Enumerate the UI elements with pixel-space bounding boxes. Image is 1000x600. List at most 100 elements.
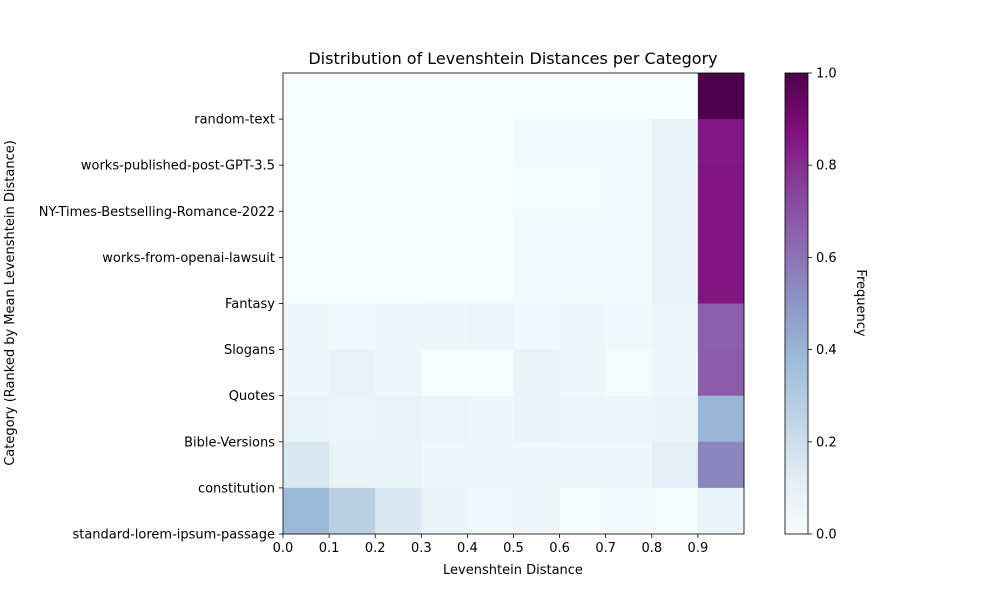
- heatmap-cell: [559, 441, 607, 489]
- heatmap-cell: [697, 487, 745, 535]
- heatmap-cell: [559, 73, 607, 120]
- heatmap-cells: [283, 73, 745, 535]
- plot-frame: [282, 72, 745, 535]
- heatmap-cell: [559, 303, 607, 350]
- heatmap-cell: [329, 487, 376, 535]
- heatmap-cell: [421, 165, 468, 212]
- heatmap-cell: [329, 441, 376, 489]
- heatmap-cell: [651, 211, 699, 258]
- heatmap-cell: [283, 303, 330, 350]
- heatmap-cell: [283, 73, 330, 120]
- heatmap-cell: [605, 303, 653, 350]
- heatmap-cell: [421, 303, 468, 350]
- colorbar-tick-label: 1.0: [816, 67, 837, 82]
- heatmap-cell: [467, 395, 514, 443]
- heatmap-cell: [283, 165, 330, 212]
- colorbar: [784, 72, 809, 535]
- y-tick-label: random-text: [194, 113, 275, 128]
- x-tick-label: 0.6: [549, 541, 570, 556]
- x-axis-label: Levenshtein Distance: [443, 563, 583, 578]
- heatmap-cell: [513, 73, 560, 120]
- heatmap-cell: [421, 349, 468, 397]
- heatmap-cell: [605, 487, 653, 535]
- heatmap-cell: [697, 257, 745, 304]
- y-tick-label: standard-lorem-ipsum-passage: [72, 528, 275, 543]
- heatmap-cell: [421, 211, 468, 258]
- heatmap-cell: [513, 395, 560, 443]
- heatmap-cell: [513, 349, 560, 397]
- heatmap-cell: [605, 441, 653, 489]
- heatmap-cell: [329, 395, 376, 443]
- x-axis-ticks: 0.0 0.1 0.2 0.3 0.4 0.5 0.6 0.7 0.8 0.9: [273, 534, 709, 556]
- colorbar-label: Frequency: [853, 269, 868, 336]
- colorbar-tick-label: 0.6: [816, 251, 837, 266]
- heatmap-cell: [421, 395, 468, 443]
- heatmap-cell: [375, 73, 422, 120]
- heatmap-cell: [605, 211, 653, 258]
- heatmap-cell: [605, 257, 653, 304]
- x-tick-label: 0.3: [411, 541, 432, 556]
- y-tick-label: works-from-openai-lawsuit: [102, 251, 275, 266]
- heatmap-cell: [375, 119, 422, 166]
- heatmap-cell: [697, 211, 745, 258]
- chart-title: Distribution of Levenshtein Distances pe…: [308, 49, 717, 68]
- heatmap-cell: [605, 119, 653, 166]
- heatmap-cell: [283, 211, 330, 258]
- heatmap-cell: [651, 165, 699, 212]
- heatmap-cell: [283, 349, 330, 397]
- heatmap-cell: [513, 119, 560, 166]
- heatmap-cell: [697, 303, 745, 350]
- heatmap-cell: [651, 349, 699, 397]
- y-axis-label: Category (Ranked by Mean Levenshtein Dis…: [3, 140, 18, 466]
- heatmap-cell: [697, 119, 745, 166]
- heatmap-cell: [283, 119, 330, 166]
- heatmap-cell: [329, 73, 376, 120]
- heatmap-cell: [283, 257, 330, 304]
- heatmap-cell: [651, 257, 699, 304]
- heatmap-cell: [375, 211, 422, 258]
- colorbar-tick-label: 0.2: [816, 435, 837, 450]
- heatmap-cell: [421, 487, 468, 535]
- heatmap-cell: [421, 257, 468, 304]
- heatmap-cell: [283, 441, 330, 489]
- colorbar-ticks: 0.0 0.2 0.4 0.6 0.8 1.0: [808, 67, 837, 543]
- colorbar-tick-label: 0.8: [816, 159, 837, 174]
- heatmap-cell: [559, 395, 607, 443]
- x-tick-label: 0.9: [688, 541, 709, 556]
- heatmap-cell: [467, 487, 514, 535]
- heatmap-cell: [467, 257, 514, 304]
- x-tick-label: 0.2: [365, 541, 386, 556]
- heatmap-cell: [605, 165, 653, 212]
- heatmap-cell: [697, 73, 745, 120]
- heatmap-cell: [697, 441, 745, 489]
- y-tick-label: Fantasy: [225, 297, 275, 312]
- x-tick-label: 0.8: [641, 541, 662, 556]
- y-axis-ticks: random-text works-published-post-GPT-3.5 N…: [39, 113, 283, 543]
- heatmap-cell: [651, 441, 699, 489]
- y-tick-label: Slogans: [224, 343, 275, 358]
- heatmap-cell: [513, 303, 560, 350]
- y-tick-label: works-published-post-GPT-3.5: [81, 159, 275, 174]
- x-tick-label: 0.0: [273, 541, 294, 556]
- heatmap-cell: [329, 257, 376, 304]
- heatmap-cell: [421, 119, 468, 166]
- heatmap-cell: [513, 165, 560, 212]
- heatmap-cell: [375, 349, 422, 397]
- x-tick-label: 0.5: [503, 541, 524, 556]
- x-tick-label: 0.4: [457, 541, 478, 556]
- colorbar-tick-label: 0.4: [816, 343, 837, 358]
- heatmap-cell: [375, 257, 422, 304]
- heatmap-cell: [697, 395, 745, 443]
- heatmap-cell: [559, 211, 607, 258]
- y-tick-label: constitution: [198, 481, 275, 496]
- heatmap-cell: [697, 349, 745, 397]
- heatmap-cell: [421, 73, 468, 120]
- heatmap-cell: [697, 165, 745, 212]
- heatmap-cell: [467, 303, 514, 350]
- heatmap-cell: [651, 303, 699, 350]
- heatmap-cell: [329, 303, 376, 350]
- y-tick-label: Bible-Versions: [184, 435, 275, 450]
- heatmap-cell: [559, 257, 607, 304]
- heatmap-cell: [467, 119, 514, 166]
